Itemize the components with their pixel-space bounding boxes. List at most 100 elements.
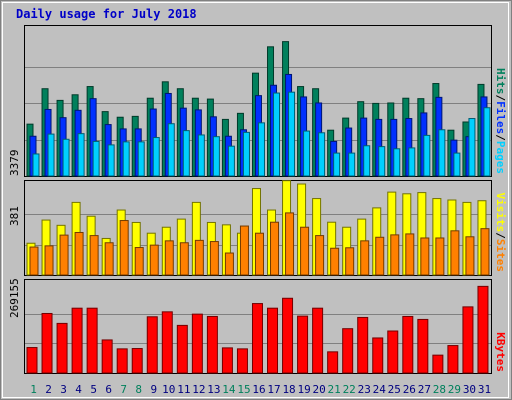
bar-sites <box>89 235 99 276</box>
day-label: 9 <box>150 383 157 396</box>
legend-sep-1: / <box>494 95 507 102</box>
bar-sites <box>59 234 69 276</box>
bar-kbytes <box>161 311 173 374</box>
bar-kbytes <box>372 337 384 374</box>
bar-kbytes <box>86 307 98 374</box>
legend-hits: Hits <box>494 68 507 95</box>
bar-sites <box>194 239 204 276</box>
day-label: 7 <box>120 383 127 396</box>
day-label: 5 <box>90 383 97 396</box>
day-label: 27 <box>418 383 431 396</box>
day-label: 12 <box>192 383 205 396</box>
legend-visits: Visits <box>494 193 507 233</box>
bar-sites <box>239 225 249 276</box>
legend-files: Files <box>494 101 507 134</box>
bar-pages <box>453 152 461 177</box>
day-label: 13 <box>207 383 220 396</box>
bar-pages <box>333 152 341 177</box>
bar-pages <box>182 130 190 177</box>
bar-sites <box>315 235 325 276</box>
bar-sites <box>149 244 159 276</box>
ymax-kbytes-label: 269155 <box>8 278 21 318</box>
day-label: 10 <box>162 383 175 396</box>
day-label: 2 <box>45 383 52 396</box>
legend-visits-panel: Visits/Sites <box>494 193 507 273</box>
bar-pages <box>288 91 296 177</box>
legend-sites: Sites <box>494 239 507 272</box>
bar-pages <box>122 141 130 177</box>
bar-kbytes <box>176 324 188 374</box>
bar-kbytes <box>221 347 233 374</box>
bar-sites <box>390 234 400 276</box>
bar-sites <box>330 247 340 276</box>
day-label: 16 <box>252 383 265 396</box>
bar-sites <box>375 236 385 276</box>
bar-pages <box>438 129 446 177</box>
day-label: 14 <box>222 383 236 396</box>
bar-sites <box>285 212 295 276</box>
day-label: 29 <box>448 383 461 396</box>
bar-pages <box>303 130 311 177</box>
legend-kbytes: KBytes <box>494 332 507 372</box>
bar-pages <box>378 146 386 177</box>
bar-pages <box>468 118 476 177</box>
bar-sites <box>164 240 174 276</box>
bar-kbytes <box>477 285 489 374</box>
bar-kbytes <box>236 348 248 374</box>
bar-pages <box>273 92 281 177</box>
bar-pages <box>242 131 250 177</box>
panel-kbytes-frame <box>24 279 492 374</box>
day-label: 17 <box>267 383 280 396</box>
bar-sites <box>270 221 280 276</box>
bar-pages <box>393 148 401 177</box>
bar-sites <box>134 247 144 276</box>
bar-kbytes <box>101 339 113 374</box>
day-label: 8 <box>135 383 142 396</box>
bar-sites <box>450 230 460 276</box>
day-label: 3 <box>60 383 67 396</box>
bar-kbytes <box>131 348 143 374</box>
day-label: 20 <box>313 383 326 396</box>
day-label: 18 <box>282 383 295 396</box>
ymax-visits-label: 381 <box>8 206 21 226</box>
bar-pages <box>408 147 416 177</box>
bar-pages <box>107 144 115 177</box>
bar-kbytes <box>447 345 459 374</box>
bars <box>26 41 491 374</box>
bar-pages <box>167 123 175 177</box>
bar-kbytes <box>251 303 263 374</box>
bar-pages <box>152 137 160 177</box>
bar-kbytes <box>417 318 429 374</box>
day-label: 24 <box>373 383 387 396</box>
bar-pages <box>348 152 356 177</box>
day-label: 31 <box>478 383 491 396</box>
bar-kbytes <box>297 315 309 374</box>
bar-pages <box>423 134 431 177</box>
bar-pages <box>137 141 145 177</box>
legend-sep-3: / <box>494 232 507 239</box>
day-label: 25 <box>388 383 401 396</box>
chart-title: Daily usage for July 2018 <box>16 7 197 21</box>
day-label: 30 <box>463 383 476 396</box>
bar-pages <box>212 136 220 177</box>
bar-pages <box>318 132 326 177</box>
bar-sites <box>405 233 415 276</box>
day-label: 21 <box>328 383 341 396</box>
bar-sites <box>300 226 310 276</box>
bar-pages <box>92 140 100 177</box>
bar-sites <box>179 242 189 276</box>
bar-kbytes <box>56 322 68 374</box>
ymax-hits-label: 3379 <box>8 150 21 177</box>
bar-kbytes <box>116 348 128 374</box>
day-label: 15 <box>237 383 250 396</box>
bar-pages <box>363 145 371 177</box>
bar-kbytes <box>267 307 279 374</box>
day-label: 19 <box>297 383 310 396</box>
bar-kbytes <box>191 313 203 374</box>
bar-kbytes <box>312 307 324 374</box>
bar-sites <box>420 237 430 276</box>
bar-pages <box>47 133 55 177</box>
legend-pages: Pages <box>494 141 507 174</box>
